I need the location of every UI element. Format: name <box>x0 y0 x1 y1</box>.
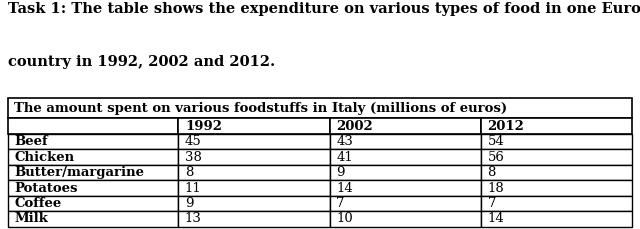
Bar <box>8 196 179 211</box>
Text: Potatoes: Potatoes <box>14 182 77 194</box>
Bar <box>330 134 481 149</box>
Text: The amount spent on various foodstuffs in Italy (millions of euros): The amount spent on various foodstuffs i… <box>14 102 508 115</box>
Bar <box>8 180 179 196</box>
Text: 38: 38 <box>185 150 202 164</box>
Text: Chicken: Chicken <box>14 150 74 164</box>
Text: 9: 9 <box>336 166 345 179</box>
Bar <box>481 149 632 165</box>
Bar <box>179 134 330 149</box>
Text: 7: 7 <box>336 197 345 210</box>
Bar <box>481 165 632 180</box>
Bar <box>8 165 179 180</box>
Bar <box>481 118 632 134</box>
Text: 8: 8 <box>185 166 193 179</box>
Text: 9: 9 <box>185 197 193 210</box>
Bar <box>481 180 632 196</box>
Bar <box>8 211 179 227</box>
Text: 43: 43 <box>336 135 353 148</box>
Text: 18: 18 <box>488 182 504 194</box>
Bar <box>179 165 330 180</box>
Text: 2002: 2002 <box>336 120 373 133</box>
Text: 41: 41 <box>336 150 353 164</box>
Bar <box>179 149 330 165</box>
Text: country in 1992, 2002 and 2012.: country in 1992, 2002 and 2012. <box>8 55 275 69</box>
Bar <box>481 211 632 227</box>
Text: 7: 7 <box>488 197 496 210</box>
Bar <box>179 196 330 211</box>
Text: 14: 14 <box>488 213 504 226</box>
Text: 54: 54 <box>488 135 504 148</box>
Bar <box>330 196 481 211</box>
Bar <box>8 134 179 149</box>
Bar <box>8 118 179 134</box>
Bar <box>179 211 330 227</box>
Text: Task 1: The table shows the expenditure on various types of food in one European: Task 1: The table shows the expenditure … <box>8 2 640 16</box>
Text: 45: 45 <box>185 135 202 148</box>
Text: 1992: 1992 <box>185 120 222 133</box>
Text: 10: 10 <box>336 213 353 226</box>
Bar <box>8 149 179 165</box>
Text: Butter/margarine: Butter/margarine <box>14 166 144 179</box>
Text: 11: 11 <box>185 182 202 194</box>
Bar <box>330 180 481 196</box>
Text: 2012: 2012 <box>488 120 524 133</box>
Text: 56: 56 <box>488 150 504 164</box>
Bar <box>179 180 330 196</box>
Text: Milk: Milk <box>14 213 48 226</box>
Text: 8: 8 <box>488 166 496 179</box>
Bar <box>179 118 330 134</box>
Text: 14: 14 <box>336 182 353 194</box>
Text: Coffee: Coffee <box>14 197 61 210</box>
Bar <box>330 165 481 180</box>
Bar <box>481 196 632 211</box>
Bar <box>330 211 481 227</box>
Bar <box>481 134 632 149</box>
Text: Beef: Beef <box>14 135 48 148</box>
Text: 13: 13 <box>185 213 202 226</box>
Bar <box>330 118 481 134</box>
Bar <box>8 98 632 118</box>
Bar <box>330 149 481 165</box>
